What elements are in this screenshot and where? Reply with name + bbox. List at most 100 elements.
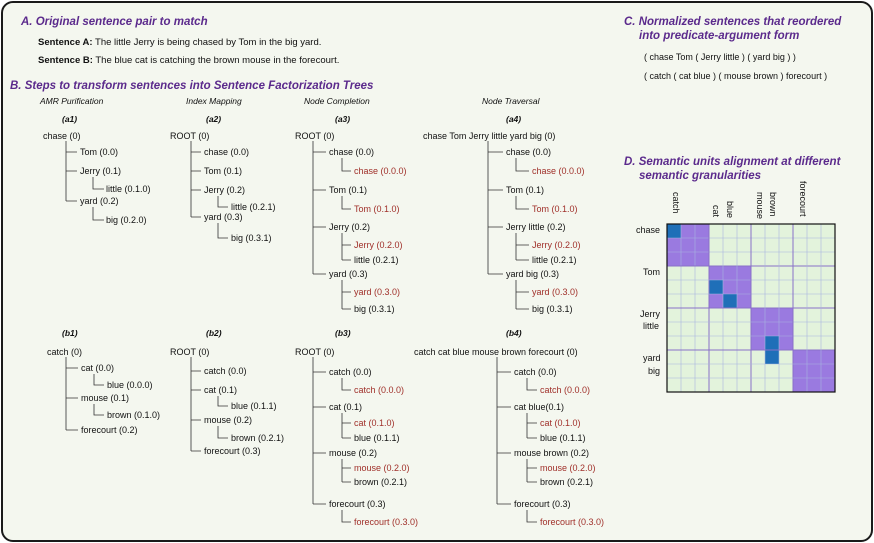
normalized-sentence-b: ( catch ( cat blue ) ( mouse brown ) for… (644, 71, 828, 81)
matrix-col-label: blue (725, 201, 735, 219)
section-a-title: A. Original sentence pair to match (21, 16, 208, 28)
matrix-row-label: Tom (643, 267, 661, 277)
tree-b1-node: cat (0.0) (81, 363, 115, 373)
tree-b3-node-completed: forecourt (0.3.0) (354, 517, 419, 527)
matrix-row-label: Jerry (640, 309, 660, 319)
tree-b2-node: forecourt (0.3) (204, 446, 261, 456)
section-d-title-line1: D. Semantic units alignment at different (624, 156, 841, 168)
column-header-amr: AMR Purification (40, 96, 104, 106)
tree-b4-node: forecourt (0.3) (514, 499, 571, 509)
tree-a1-node: little (0.1.0) (106, 184, 151, 194)
tree-a4-node: little (0.2.1) (532, 255, 577, 265)
matrix-block (793, 350, 835, 392)
matrix-cell-aligned (667, 224, 681, 238)
tree-a4-node: Tom (0.1) (506, 185, 545, 195)
matrix-col-label: cat (711, 205, 721, 218)
tree-b1-node: brown (0.1.0) (107, 410, 161, 420)
tree-a2-node: Jerry (0.2) (204, 185, 246, 195)
tree-b3-node: ROOT (0) (295, 347, 335, 357)
tree-a3-node-completed: chase (0.0.0) (354, 166, 407, 176)
tree-a3-node: big (0.3.1) (354, 304, 395, 314)
tree-a2-node: yard (0.3) (204, 212, 243, 222)
section-c-title-line1: C. Normalized sentences that reordered (624, 16, 842, 28)
column-header-traversal: Node Traversal (482, 96, 540, 106)
tree-a3-node: chase (0.0) (329, 147, 375, 157)
matrix-row-label: little (643, 321, 660, 331)
panel-label-b3: (b3) (335, 328, 351, 338)
matrix-cell-aligned (765, 350, 779, 364)
panel-label-a1: (a1) (62, 114, 78, 124)
column-header-completion: Node Completion (304, 96, 370, 106)
tree-b2-node: cat (0.1) (204, 385, 238, 395)
tree-b4-node: catch (0.0) (514, 367, 557, 377)
panel-label-b1: (b1) (62, 328, 78, 338)
section-b-title: B. Steps to transform sentences into Sen… (10, 80, 374, 92)
tree-b4-node: blue (0.1.1) (540, 433, 586, 443)
tree-a4-node-completed: chase (0.0.0) (532, 166, 585, 176)
tree-a3-node: little (0.2.1) (354, 255, 399, 265)
matrix-col-label: catch (671, 192, 681, 214)
sentence-b: Sentence B: The blue cat is catching the… (38, 55, 339, 66)
tree-b3-node: mouse (0.2) (329, 448, 378, 458)
tree-b1-node: forecourt (0.2) (81, 425, 138, 435)
tree-b3-node: forecourt (0.3) (329, 499, 386, 509)
tree-a2-node: little (0.2.1) (231, 202, 276, 212)
tree-a4-node: chase Tom Jerry little yard big (0) (423, 131, 556, 141)
matrix-row-label: chase (636, 225, 661, 235)
tree-b4-node: mouse brown (0.2) (514, 448, 590, 458)
tree-b3-node: brown (0.2.1) (354, 477, 408, 487)
tree-b2-node: brown (0.2.1) (231, 433, 285, 443)
tree-b1-node: mouse (0.1) (81, 393, 130, 403)
panel-label-b2: (b2) (206, 328, 222, 338)
tree-b4-node: catch cat blue mouse brown forecourt (0) (414, 347, 578, 357)
tree-a2-node: chase (0.0) (204, 147, 250, 157)
matrix-col-label: forecourt (798, 181, 808, 217)
tree-b4-node: cat blue(0.1) (514, 402, 565, 412)
tree-b3-node: blue (0.1.1) (354, 433, 400, 443)
tree-b3-node-completed: mouse (0.2.0) (354, 463, 410, 473)
matrix-cell-aligned (723, 294, 737, 308)
matrix-row-label: yard (643, 353, 661, 363)
tree-a3-node: ROOT (0) (295, 131, 335, 141)
tree-a4-node: Jerry little (0.2) (506, 222, 566, 232)
tree-b3-node: cat (0.1) (329, 402, 363, 412)
tree-a4-node: chase (0.0) (506, 147, 552, 157)
tree-a2-node: big (0.3.1) (231, 233, 272, 243)
matrix-row-label: big (648, 366, 661, 376)
sentence-b-text: The blue cat is catching the brown mouse… (95, 55, 340, 66)
tree-a3-node: yard (0.3) (329, 269, 368, 279)
tree-a4-node: yard big (0.3) (506, 269, 560, 279)
sentence-a-label: Sentence A: (38, 37, 93, 48)
column-header-index: Index Mapping (186, 96, 242, 106)
matrix-col-label: brown (768, 192, 778, 217)
tree-b4-node-completed: forecourt (0.3.0) (540, 517, 605, 527)
tree-a3-node-completed: Jerry (0.2.0) (354, 240, 403, 250)
tree-a1-node: big (0.2.0) (106, 215, 147, 225)
tree-b4-node-completed: mouse (0.2.0) (540, 463, 596, 473)
tree-b4-node: brown (0.2.1) (540, 477, 594, 487)
tree-b2-node: ROOT (0) (170, 347, 210, 357)
tree-b3-node-completed: cat (0.1.0) (354, 418, 395, 428)
tree-a3-node: Tom (0.1) (329, 185, 368, 195)
sentence-a: Sentence A: The little Jerry is being ch… (38, 37, 321, 48)
tree-a1-node: yard (0.2) (80, 196, 119, 206)
panel-label-b4: (b4) (506, 328, 522, 338)
tree-b2-node: mouse (0.2) (204, 415, 253, 425)
tree-b4-node-completed: catch (0.0.0) (540, 385, 591, 395)
tree-b2-node: blue (0.1.1) (231, 401, 277, 411)
alignment-matrix (666, 223, 836, 393)
panel-label-a4: (a4) (506, 114, 522, 124)
tree-a4-node-completed: Tom (0.1.0) (532, 204, 578, 214)
section-c-title-line2: into predicate-argument form (639, 30, 800, 42)
normalized-sentence-a: ( chase Tom ( Jerry little ) ( yard big … (644, 52, 796, 62)
matrix-cell-aligned (765, 336, 779, 350)
tree-a4-node: big (0.3.1) (532, 304, 573, 314)
sentence-b-label: Sentence B: (38, 55, 93, 66)
tree-a2-node: Tom (0.1) (204, 166, 243, 176)
sentence-a-text: The little Jerry is being chased by Tom … (95, 37, 322, 48)
tree-a3-node-completed: yard (0.3.0) (354, 287, 401, 297)
tree-b2-node: catch (0.0) (204, 366, 247, 376)
tree-a2-node: ROOT (0) (170, 131, 210, 141)
tree-a1-node: chase (0) (43, 131, 81, 141)
tree-b1-node: blue (0.0.0) (107, 380, 153, 390)
